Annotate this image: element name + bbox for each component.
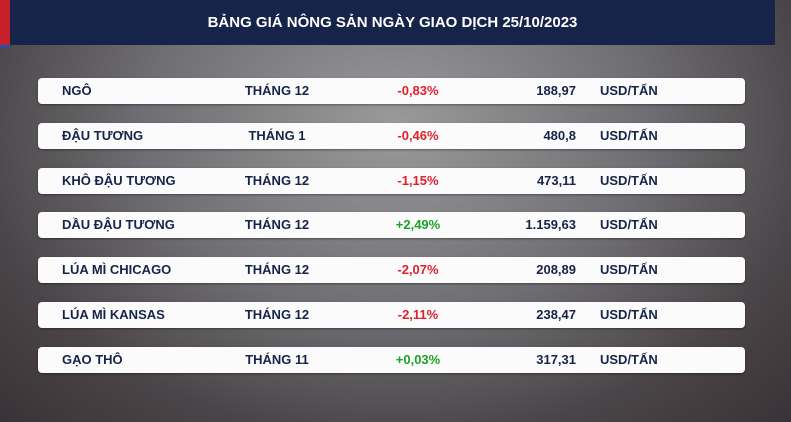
table-row: ĐẬU TƯƠNG THÁNG 1 -0,46% 480,8 USD/TẤN <box>38 122 745 149</box>
change: -1,15% <box>397 172 439 188</box>
commodity: LÚA MÌ KANSAS <box>62 307 165 322</box>
price: 238,47 <box>536 307 576 322</box>
contract: THÁNG 12 <box>244 172 310 188</box>
contract: THÁNG 12 <box>244 307 310 322</box>
contract: THÁNG 12 <box>244 83 310 98</box>
price: 1.159,63 <box>525 217 576 233</box>
commodity: LÚA MÌ CHICAGO <box>62 262 172 278</box>
unit: USD/TẤN <box>600 217 658 233</box>
commodity: GẠO THÔ <box>62 351 123 367</box>
table-row: LÚA MÌ CHICAGO THÁNG 12 -2,07% 208,89 USD/TẤ… <box>38 257 745 284</box>
commodity: ĐẬU TƯƠNG <box>62 127 144 143</box>
price: 473,11 <box>536 172 576 188</box>
table-row: KHÔ ĐẬU TƯƠNG THÁNG 12 -1,15% 473,11 USD/TẤN <box>38 167 745 194</box>
unit: USD/TẤN <box>600 172 658 188</box>
title-bar: BẢNG GIÁ NÔNG SẢN NGÀY GIAO DỊCH 25/10/2… <box>10 0 775 45</box>
contract: THÁNG 12 <box>244 262 310 278</box>
accent <box>0 0 10 45</box>
unit: USD/TẤN <box>600 83 658 98</box>
table-row: NGÔ THÁNG 12 -0,83% 188,97 USD/TẤN <box>38 78 745 104</box>
price: 188,97 <box>536 83 576 98</box>
price: 317,31 <box>536 351 576 367</box>
commodity: KHÔ ĐẬU TƯƠNG <box>62 172 176 188</box>
change: -2,11% <box>397 307 439 322</box>
unit: USD/TẤN <box>600 351 658 367</box>
table-row: DẦU ĐẬU TƯƠNG THÁNG 12 +2,49% 1.159,63 USD/T… <box>38 212 745 239</box>
change: -0,83% <box>397 83 439 98</box>
change: +0,03% <box>395 351 441 367</box>
contract: THÁNG 12 <box>244 217 310 233</box>
change: +2,49% <box>395 217 441 233</box>
accent <box>0 45 10 48</box>
commodity: NGÔ <box>62 83 92 98</box>
table-row: LÚA MÌ KANSAS THÁNG 12 -2,11% 238,47 USD/TẤN <box>38 302 745 328</box>
change: -0,46% <box>397 127 439 143</box>
contract: THÁNG 1 <box>248 127 306 143</box>
table-row: GẠO THÔ THÁNG 11 +0,03% 317,31 USD/TẤN <box>38 346 745 373</box>
title: BẢNG GIÁ NÔNG SẢN NGÀY GIAO DỊCH 25/10/2… <box>207 14 578 31</box>
unit: USD/TẤN <box>600 307 658 322</box>
commodity: DẦU ĐẬU TƯƠNG <box>62 217 175 233</box>
contract: THÁNG 11 <box>245 351 309 367</box>
price: 480,8 <box>543 127 576 143</box>
unit: USD/TẤN <box>600 127 658 143</box>
change: -2,07% <box>397 262 439 278</box>
price: 208,89 <box>536 262 576 278</box>
unit: USD/TẤN <box>600 262 658 278</box>
